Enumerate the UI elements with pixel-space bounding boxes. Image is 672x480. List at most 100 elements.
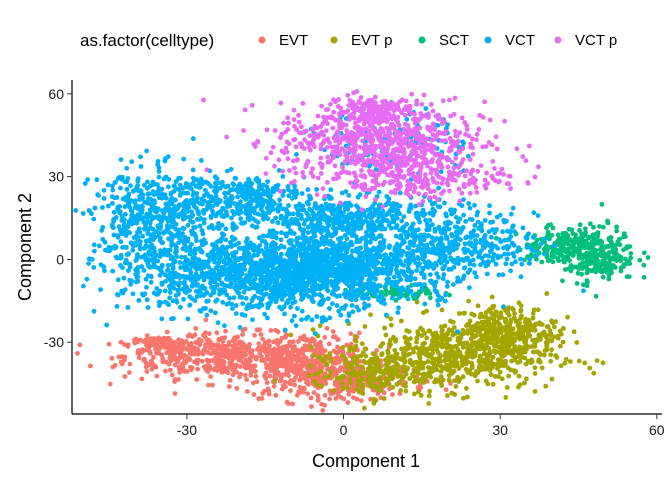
data-point (560, 339, 566, 345)
data-point (374, 363, 380, 368)
data-point (256, 235, 262, 241)
data-point (144, 369, 150, 374)
data-point (402, 358, 408, 364)
data-point (343, 289, 349, 295)
data-point (292, 266, 298, 272)
data-point (403, 371, 409, 377)
data-point (216, 276, 222, 282)
data-point (122, 357, 127, 363)
data-point (545, 337, 551, 343)
data-point (100, 205, 105, 210)
data-point (359, 281, 365, 287)
data-point (272, 368, 277, 374)
data-point (328, 358, 334, 364)
data-point (297, 377, 303, 383)
data-point (235, 334, 241, 340)
data-point (371, 387, 377, 393)
data-point (448, 318, 453, 324)
data-point (353, 343, 359, 349)
data-point (408, 336, 413, 341)
data-point (149, 359, 155, 364)
data-point (531, 241, 536, 247)
data-point (564, 248, 569, 254)
data-point (272, 346, 277, 352)
data-point (535, 307, 541, 313)
data-point (584, 263, 589, 269)
data-point (412, 391, 417, 397)
data-point (582, 242, 588, 248)
data-point (471, 312, 477, 318)
data-point (229, 244, 235, 250)
data-point (288, 332, 294, 338)
data-point (312, 331, 318, 336)
data-point (530, 315, 536, 321)
data-point (229, 301, 235, 307)
data-point (621, 262, 627, 268)
data-point (240, 332, 246, 337)
data-point (522, 336, 528, 342)
data-point (403, 388, 409, 394)
data-point (487, 366, 492, 371)
data-point (232, 369, 238, 375)
data-point (446, 267, 451, 272)
data-point (323, 353, 328, 359)
data-point (360, 391, 366, 396)
data-point (248, 240, 253, 246)
data-point (446, 378, 452, 383)
data-point (507, 350, 512, 356)
data-point (505, 307, 510, 313)
data-point (177, 260, 183, 265)
data-point (518, 307, 524, 313)
data-point (382, 301, 387, 307)
data-point (471, 342, 477, 347)
data-point (272, 362, 278, 368)
data-point (222, 288, 228, 293)
data-point (488, 322, 493, 328)
data-point (598, 263, 604, 269)
data-point (315, 398, 321, 403)
data-point (303, 355, 309, 361)
data-point (110, 187, 116, 193)
data-point (323, 381, 329, 386)
data-point (628, 255, 634, 261)
data-point (457, 311, 462, 316)
data-point (477, 363, 483, 368)
data-point (338, 348, 343, 353)
data-point (395, 279, 400, 285)
data-point (531, 307, 537, 313)
data-point (182, 254, 188, 260)
data-point (351, 347, 357, 353)
data-point (187, 288, 193, 293)
data-point (476, 358, 482, 364)
data-point (491, 337, 496, 342)
legend-item-evt: EVT (258, 32, 308, 49)
data-point (544, 343, 550, 348)
data-point (568, 359, 573, 364)
data-point (141, 268, 147, 273)
data-point (606, 236, 612, 241)
data-point (366, 359, 372, 365)
data-point (588, 258, 594, 264)
data-point (501, 325, 507, 331)
data-point (353, 338, 359, 344)
data-point (389, 358, 395, 364)
data-point (197, 274, 203, 280)
data-point (121, 222, 127, 228)
data-point (110, 364, 116, 370)
data-point (498, 311, 504, 316)
data-point (277, 304, 282, 310)
data-point (383, 312, 389, 318)
data-point (503, 395, 509, 400)
data-point (212, 310, 218, 316)
data-point (366, 257, 371, 262)
data-point (510, 331, 516, 337)
data-point (566, 252, 572, 257)
data-point (365, 282, 370, 288)
data-point (398, 293, 404, 299)
data-point (225, 283, 230, 289)
data-point (119, 361, 125, 367)
data-point (343, 275, 349, 280)
series-vct (73, 100, 586, 336)
data-point (279, 251, 284, 257)
data-point (339, 381, 345, 386)
